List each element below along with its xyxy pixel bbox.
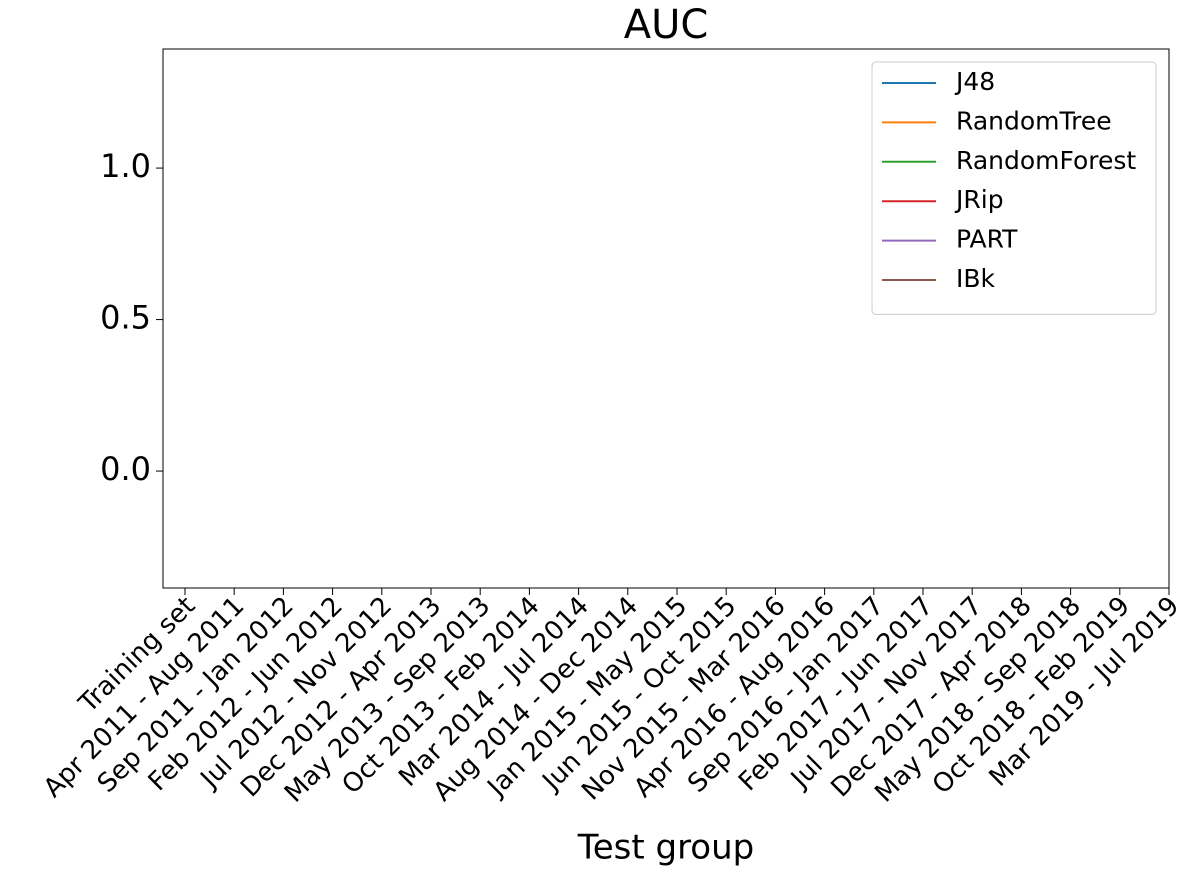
plot-frame [162,48,1170,589]
legend-label: IBk [956,264,996,293]
legend-label: PART [956,225,1018,254]
legend-label: J48 [954,67,995,96]
x-axis-label: Test group [577,828,755,868]
legend-label: RandomTree [956,106,1112,135]
y-tick-label: 0.0 [100,450,151,488]
y-tick-label: 0.5 [100,299,151,337]
legend-label: JRip [954,185,1004,214]
legend-label: RandomForest [956,146,1136,175]
y-tick-label: 1.0 [100,147,151,185]
chart-title: AUC [624,2,709,48]
legend-box [871,61,1157,315]
